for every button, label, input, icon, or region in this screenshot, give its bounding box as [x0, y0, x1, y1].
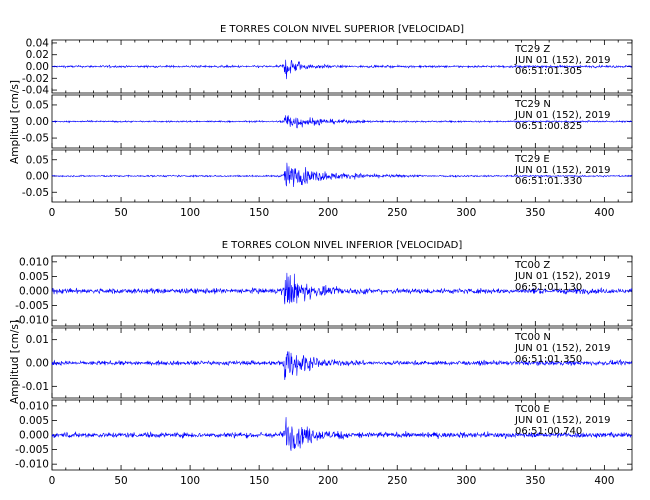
seismic-trace — [51, 272, 633, 305]
station-label: TC00 E — [514, 404, 550, 415]
time-label: 06:51:00.740 — [515, 426, 582, 437]
y-tick-label: 0.00 — [26, 116, 49, 128]
station-label: TC29 Z — [514, 44, 550, 55]
y-tick-label: -0.01 — [22, 381, 49, 393]
x-tick-label: 100 — [180, 207, 200, 219]
charts-layer: E TORRES COLON NIVEL SUPERIOR [VELOCIDAD… — [9, 24, 633, 487]
y-tick-label: 0.00 — [26, 61, 49, 73]
y-axis-label: Amplitud [cm/s] — [9, 80, 21, 164]
seismic-trace — [51, 417, 633, 451]
y-tick-label: -0.04 — [22, 85, 49, 97]
time-label: 06:51:01.130 — [515, 282, 582, 293]
y-tick-label: 0.05 — [26, 99, 49, 111]
y-tick-label: 0.000 — [19, 430, 49, 442]
station-label: TC00 Z — [514, 260, 550, 271]
chart-title: E TORRES COLON NIVEL INFERIOR [VELOCIDAD… — [222, 240, 463, 251]
x-tick-label: 350 — [525, 207, 545, 219]
y-tick-label: -0.005 — [15, 300, 49, 312]
x-tick-label: 350 — [525, 475, 545, 487]
x-tick-label: 200 — [318, 207, 338, 219]
y-tick-label: 0.05 — [26, 154, 49, 166]
station-label: TC00 N — [514, 332, 551, 343]
date-label: JUN 01 (152), 2019 — [514, 55, 611, 66]
chart-panel-1: E TORRES COLON NIVEL INFERIOR [VELOCIDAD… — [9, 240, 633, 487]
date-label: JUN 01 (152), 2019 — [514, 343, 611, 354]
x-tick-label: 150 — [249, 475, 269, 487]
seismic-trace — [51, 351, 633, 380]
time-label: 06:51:01.305 — [515, 66, 582, 77]
y-tick-label: -0.010 — [15, 459, 49, 471]
y-tick-label: -0.05 — [22, 187, 49, 199]
x-tick-label: 400 — [594, 207, 614, 219]
station-label: TC29 E — [514, 154, 550, 165]
y-tick-label: 0.00 — [26, 171, 49, 183]
x-tick-label: 0 — [49, 475, 56, 487]
seismic-trace — [51, 115, 633, 129]
x-tick-label: 300 — [456, 207, 476, 219]
y-tick-label: -0.005 — [15, 444, 49, 456]
date-label: JUN 01 (152), 2019 — [514, 110, 611, 121]
time-label: 06:51:01.350 — [515, 354, 582, 365]
y-tick-label: 0.010 — [19, 400, 49, 412]
x-tick-label: 50 — [114, 207, 127, 219]
y-tick-label: 0.000 — [19, 286, 49, 298]
x-tick-label: 50 — [114, 475, 127, 487]
x-tick-label: 400 — [594, 475, 614, 487]
x-tick-label: 100 — [180, 475, 200, 487]
date-label: JUN 01 (152), 2019 — [514, 271, 611, 282]
y-tick-label: 0.005 — [19, 415, 49, 427]
y-tick-label: 0.04 — [26, 37, 50, 49]
station-label: TC29 N — [514, 99, 551, 110]
chart-panel-0: E TORRES COLON NIVEL SUPERIOR [VELOCIDAD… — [9, 24, 633, 219]
date-label: JUN 01 (152), 2019 — [514, 415, 611, 426]
y-tick-label: 0.02 — [26, 49, 49, 61]
y-tick-label: 0.005 — [19, 271, 49, 283]
x-tick-label: 300 — [456, 475, 476, 487]
y-tick-label: 0.010 — [19, 256, 49, 268]
seismic-trace — [51, 162, 633, 188]
time-label: 06:51:01.330 — [515, 176, 582, 187]
y-axis-label: Amplitud [cm/s] — [9, 320, 21, 404]
x-tick-label: 0 — [49, 207, 56, 219]
y-tick-label: 0.01 — [26, 334, 49, 346]
time-label: 06:51:00.825 — [515, 121, 582, 132]
date-label: JUN 01 (152), 2019 — [514, 165, 611, 176]
y-tick-label: -0.02 — [22, 73, 49, 85]
y-tick-label: -0.010 — [15, 315, 49, 327]
seismic-trace — [51, 59, 633, 80]
y-tick-label: 0.00 — [26, 358, 49, 370]
x-tick-label: 200 — [318, 475, 338, 487]
y-tick-label: -0.05 — [22, 133, 49, 145]
x-tick-label: 250 — [387, 475, 407, 487]
x-tick-label: 250 — [387, 207, 407, 219]
x-tick-label: 150 — [249, 207, 269, 219]
chart-title: E TORRES COLON NIVEL SUPERIOR [VELOCIDAD… — [220, 24, 464, 35]
